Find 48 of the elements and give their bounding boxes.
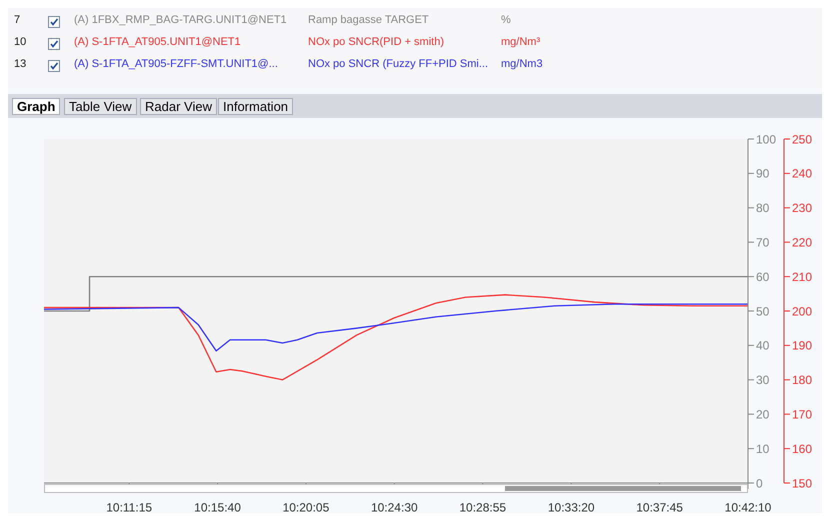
text: (A) S-1FTA_AT905-FZFF-SMT.UNIT1@... xyxy=(74,58,278,70)
text: Graph xyxy=(12,98,60,115)
text: 13 xyxy=(14,58,26,70)
x-tick-label: 10:15:40 xyxy=(194,500,242,515)
y-tick-label: 70 xyxy=(756,235,770,250)
y2-tick-label: 240 xyxy=(792,166,812,181)
line-series xyxy=(44,303,748,352)
text: mg/Nm3 xyxy=(501,58,543,70)
y2-tick-label: 190 xyxy=(792,338,812,353)
text: mg/Nm³ xyxy=(501,36,540,48)
text: 10 xyxy=(14,36,26,48)
text: NOx po SNCR(PID + smith) xyxy=(308,36,444,48)
x-tick-label: 10:37:45 xyxy=(636,500,684,515)
x-tick-label: 10:24:30 xyxy=(370,500,418,515)
x-tick-label: 10:11:15 xyxy=(106,500,152,515)
y2-tick-label: 160 xyxy=(792,442,812,456)
y-tick-label: 40 xyxy=(756,338,770,353)
y-tick-label: 10 xyxy=(756,442,770,456)
y-tick-label: 60 xyxy=(756,270,770,284)
y2-tick-label: 210 xyxy=(792,270,812,284)
text: 7 xyxy=(14,14,20,26)
text: Ramp bagasse TARGET xyxy=(308,14,429,26)
y-tick-label: 50 xyxy=(756,304,770,318)
y2-tick-label: 180 xyxy=(792,373,812,388)
line-series xyxy=(44,294,748,380)
y-tick-label: 100 xyxy=(756,132,776,146)
y2-tick-label: 170 xyxy=(792,407,812,422)
y2-tick-label: 200 xyxy=(792,304,812,318)
y2-tick-label: 250 xyxy=(792,132,812,146)
text: Table View xyxy=(64,98,137,115)
text: Radar View xyxy=(140,98,217,115)
y2-tick-label: 230 xyxy=(792,201,812,216)
text: NOx po SNCR (Fuzzy FF+PID Smi... xyxy=(308,58,488,70)
x-tick-label: 10:28:55 xyxy=(459,500,506,515)
x-tick-label: 10:42:10 xyxy=(724,500,772,515)
text: (A) S-1FTA_AT905.UNIT1@NET1 xyxy=(74,36,241,48)
y-tick-label: 30 xyxy=(756,373,770,388)
text: Information xyxy=(218,98,294,115)
y2-tick-label: 150 xyxy=(792,476,812,490)
x-tick-label: 10:20:05 xyxy=(282,500,330,515)
x-tick-label: 10:33:20 xyxy=(548,500,595,515)
y2-tick-label: 220 xyxy=(792,235,812,250)
text: % xyxy=(501,14,511,26)
y-tick-label: 20 xyxy=(756,407,770,422)
y-tick-label: 80 xyxy=(756,201,770,216)
text: (A) 1FBX_RMP_BAG-TARG.UNIT1@NET1 xyxy=(74,14,287,26)
y-tick-label: 90 xyxy=(756,166,770,181)
y-tick-label: 0 xyxy=(756,476,763,490)
